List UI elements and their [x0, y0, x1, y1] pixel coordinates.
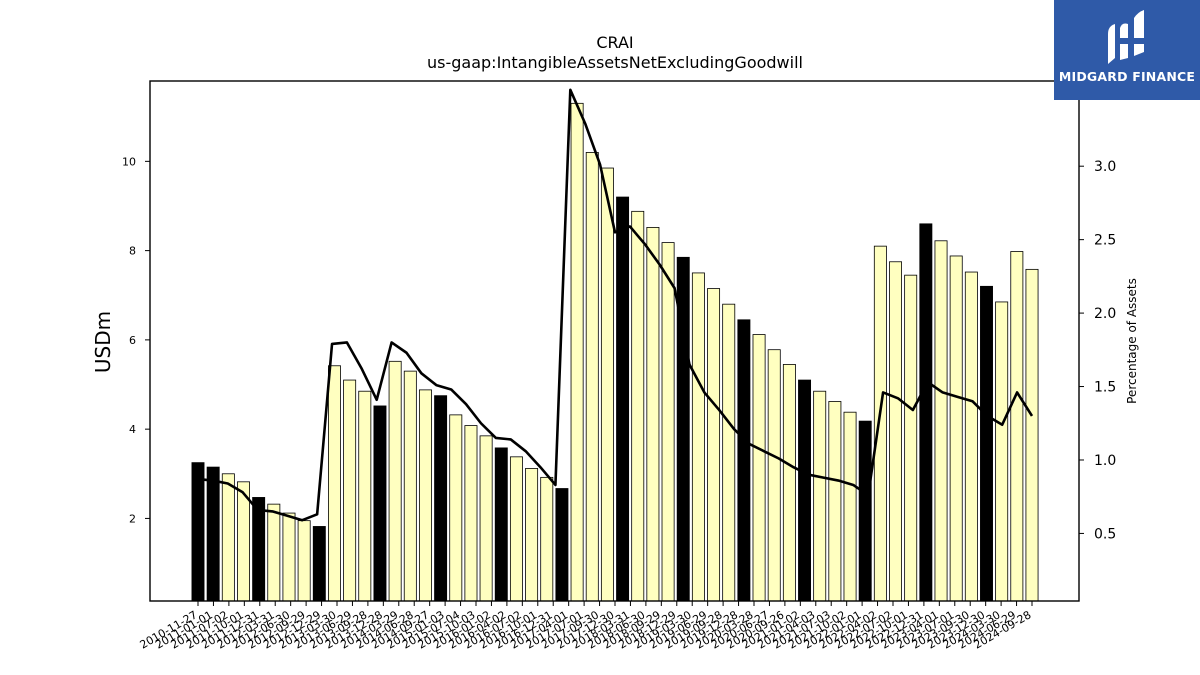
series-line: [197, 88, 1034, 522]
y-tick-label: 8: [129, 245, 136, 258]
bar: [949, 255, 963, 602]
bar: [479, 435, 493, 602]
bar: [934, 240, 948, 602]
bar: [691, 272, 705, 602]
y-tick-label: 2: [129, 512, 136, 525]
bar: [722, 303, 736, 602]
chart-title: CRAI: [596, 33, 633, 52]
line-layer: [197, 88, 1034, 522]
bar: [267, 503, 281, 602]
bar: [297, 520, 311, 602]
bar: [737, 319, 751, 602]
bar: [540, 476, 554, 602]
y2-tick-label: 2.0: [1094, 306, 1116, 322]
y-tick-label: 6: [129, 334, 136, 347]
y-tick-label: 4: [129, 423, 136, 436]
y2-tick-label: 3.0: [1094, 159, 1116, 175]
bar: [358, 390, 372, 602]
brand-name: MIDGARD FINANCE: [1058, 69, 1196, 84]
bar: [798, 379, 812, 602]
bar: [449, 414, 463, 602]
bar: [494, 447, 508, 602]
brand-logo: MIDGARD FINANCE: [1054, 0, 1200, 100]
bar: [191, 462, 205, 602]
bar: [585, 152, 599, 602]
bar: [1025, 268, 1039, 602]
bar: [464, 425, 478, 602]
chart-subtitle: us-gaap:IntangibleAssetsNetExcludingGood…: [427, 53, 803, 72]
bar: [616, 196, 630, 602]
brand-logo-icon: [1108, 10, 1144, 64]
bar: [312, 526, 326, 602]
bar: [434, 395, 448, 602]
bar: [858, 420, 872, 602]
bar: [525, 468, 539, 602]
bar: [221, 473, 235, 602]
y2-tick-label: 1.5: [1094, 380, 1116, 396]
y-axis-left: 2 4 6 8 10: [122, 155, 150, 525]
bar: [707, 288, 721, 602]
bar: [767, 349, 781, 602]
bar: [600, 167, 614, 602]
bar: [206, 466, 220, 602]
bar: [661, 242, 675, 602]
bar: [752, 334, 766, 602]
bar: [964, 271, 978, 602]
bar: [919, 223, 933, 602]
y-axis-right: 0.51.01.52.02.53.03.5: [1079, 86, 1116, 542]
bar: [418, 389, 432, 602]
bar: [373, 405, 387, 602]
bar: [995, 301, 1009, 602]
bar: [889, 261, 902, 602]
bar: [828, 401, 842, 602]
y2-axis-label: Percentage of Assets: [1125, 278, 1139, 404]
bar: [631, 210, 645, 602]
bar: [782, 364, 796, 602]
bar: [570, 102, 584, 602]
y2-tick-label: 0.5: [1094, 526, 1116, 542]
bar: [980, 285, 993, 602]
bar: [904, 274, 918, 602]
bar: [555, 488, 569, 602]
bars-layer: [191, 102, 1039, 602]
bar: [843, 411, 857, 602]
y-axis-label: USDm: [91, 311, 115, 373]
x-axis: 2010-11-272011-01-012011-07-022011-10-01…: [138, 601, 1034, 652]
y2-tick-label: 1.0: [1094, 453, 1116, 469]
bar: [282, 512, 296, 602]
bar: [813, 390, 827, 602]
bar: [328, 365, 341, 602]
bar: [252, 497, 266, 602]
y-tick-label: 10: [122, 155, 136, 168]
bar: [343, 379, 357, 602]
bar: [388, 360, 402, 602]
bar: [646, 226, 660, 602]
bar: [873, 245, 887, 602]
bar: [509, 456, 523, 602]
bar: [403, 370, 417, 602]
bar: [1010, 251, 1024, 602]
y2-tick-label: 2.5: [1094, 233, 1116, 249]
